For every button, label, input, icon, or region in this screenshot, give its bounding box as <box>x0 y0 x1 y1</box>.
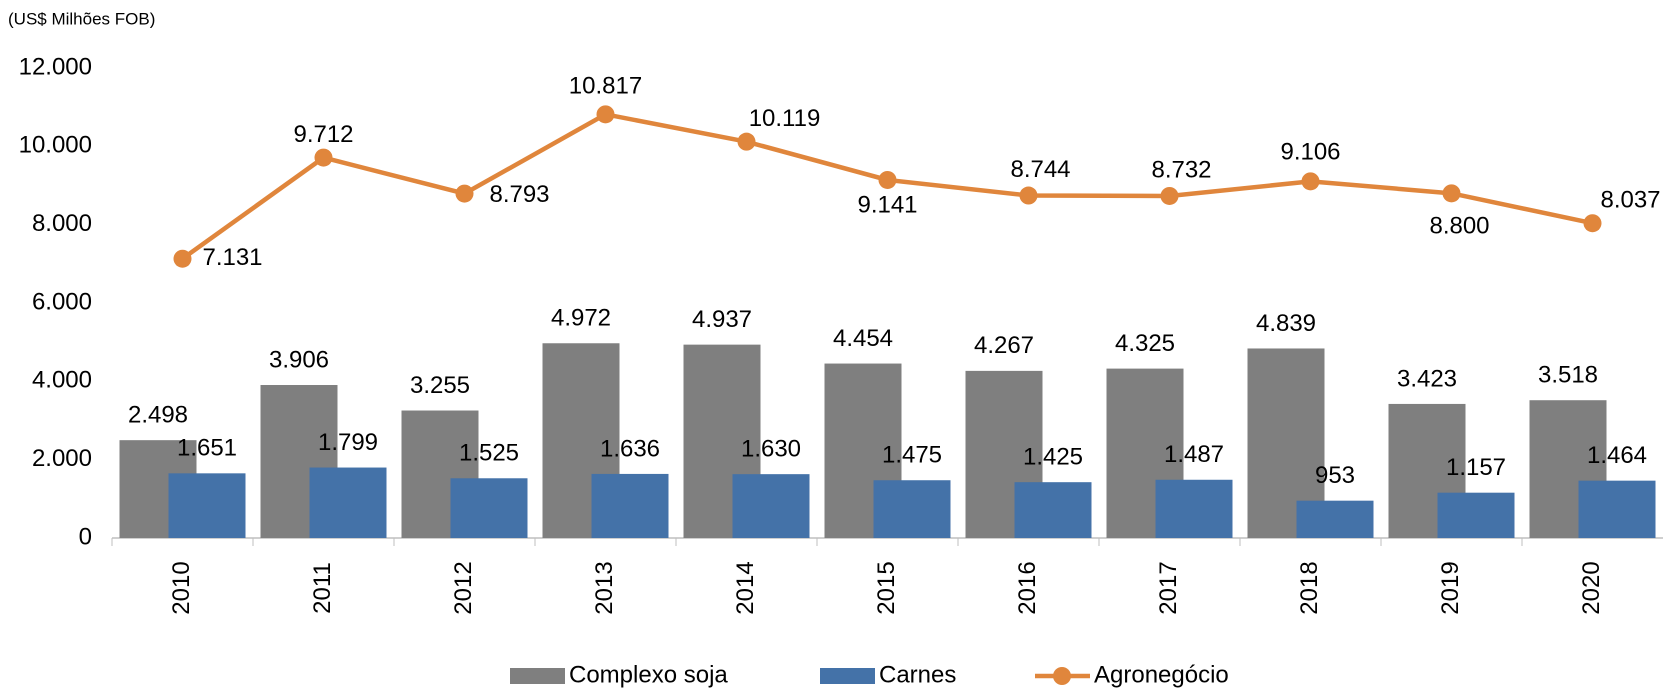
data-label: 7.131 <box>202 244 262 271</box>
legend-swatch <box>510 668 565 684</box>
marker <box>878 170 897 189</box>
data-label: 8.800 <box>1429 213 1489 240</box>
marker <box>1442 184 1461 203</box>
bar <box>1437 492 1515 538</box>
data-label: 953 <box>1315 462 1355 489</box>
bar <box>168 473 246 538</box>
data-label: 1.651 <box>177 435 237 462</box>
legend-swatch <box>1053 667 1071 685</box>
marker <box>1301 172 1320 191</box>
data-label: 9.106 <box>1280 139 1340 166</box>
data-label: 10.119 <box>749 105 821 132</box>
x-tick-label: 2010 <box>168 561 195 614</box>
data-label: 4.937 <box>692 306 752 333</box>
data-label: 1.799 <box>318 429 378 456</box>
y-axis-label: (US$ Milhões FOB) <box>8 9 155 28</box>
x-tick-label: 2017 <box>1155 561 1182 614</box>
data-label: 2.498 <box>128 402 188 429</box>
data-label: 10.817 <box>569 73 642 100</box>
x-tick-label: 2020 <box>1578 561 1605 614</box>
data-label: 1.425 <box>1023 444 1083 471</box>
bar <box>1296 500 1374 538</box>
y-tick-label: 2.000 <box>32 445 92 472</box>
data-label: 9.712 <box>293 121 353 148</box>
data-label: 1.157 <box>1446 454 1506 481</box>
bar <box>450 478 528 538</box>
bar <box>1014 482 1092 538</box>
data-label: 3.255 <box>410 372 470 399</box>
bar <box>1578 480 1656 538</box>
marker <box>1583 214 1602 233</box>
bar <box>873 480 951 538</box>
y-tick-label: 8.000 <box>32 210 92 237</box>
bar <box>1155 479 1233 538</box>
data-label: 8.732 <box>1151 156 1211 183</box>
data-label: 4.454 <box>833 325 893 352</box>
x-tick-label: 2013 <box>591 561 618 614</box>
marker <box>314 148 333 167</box>
legend-label: Agronegócio <box>1094 661 1229 688</box>
marker <box>737 132 756 151</box>
legend-label: Carnes <box>879 661 956 688</box>
y-tick-label: 12.000 <box>19 53 92 80</box>
marker <box>455 184 474 203</box>
y-tick-label: 10.000 <box>19 132 92 159</box>
marker <box>1019 186 1038 205</box>
data-label: 4.267 <box>974 332 1034 359</box>
y-tick-label: 4.000 <box>32 367 92 394</box>
data-label: 1.464 <box>1587 442 1647 469</box>
data-label: 4.839 <box>1256 310 1316 337</box>
data-label: 8.037 <box>1600 187 1660 214</box>
marker <box>596 105 615 124</box>
x-tick-label: 2018 <box>1296 561 1323 614</box>
data-label: 9.141 <box>857 191 917 218</box>
x-tick-label: 2019 <box>1437 561 1464 614</box>
x-tick-label: 2016 <box>1014 561 1041 614</box>
y-tick-label: 0 <box>79 523 92 550</box>
data-label: 8.744 <box>1010 156 1070 183</box>
data-label: 1.636 <box>600 435 660 462</box>
x-tick-label: 2012 <box>450 561 477 614</box>
data-label: 1.475 <box>882 442 942 469</box>
legend-swatch <box>820 668 875 684</box>
data-label: 8.793 <box>489 181 549 208</box>
marker <box>173 249 192 268</box>
x-tick-label: 2014 <box>732 561 759 614</box>
bar <box>732 474 810 538</box>
data-label: 3.518 <box>1538 362 1598 389</box>
x-tick-label: 2015 <box>873 561 900 614</box>
data-label: 3.423 <box>1397 365 1457 392</box>
marker <box>1160 186 1179 205</box>
legend-label: Complexo soja <box>569 661 728 688</box>
x-tick-label: 2011 <box>309 562 336 614</box>
bar <box>591 473 669 538</box>
data-label: 4.325 <box>1115 330 1175 357</box>
data-label: 3.906 <box>269 346 329 373</box>
data-label: 1.487 <box>1164 441 1224 468</box>
y-tick-label: 6.000 <box>32 288 92 315</box>
bar <box>309 467 387 538</box>
data-label: 4.972 <box>551 305 611 332</box>
data-label: 1.525 <box>459 440 519 467</box>
data-label: 1.630 <box>741 436 801 463</box>
